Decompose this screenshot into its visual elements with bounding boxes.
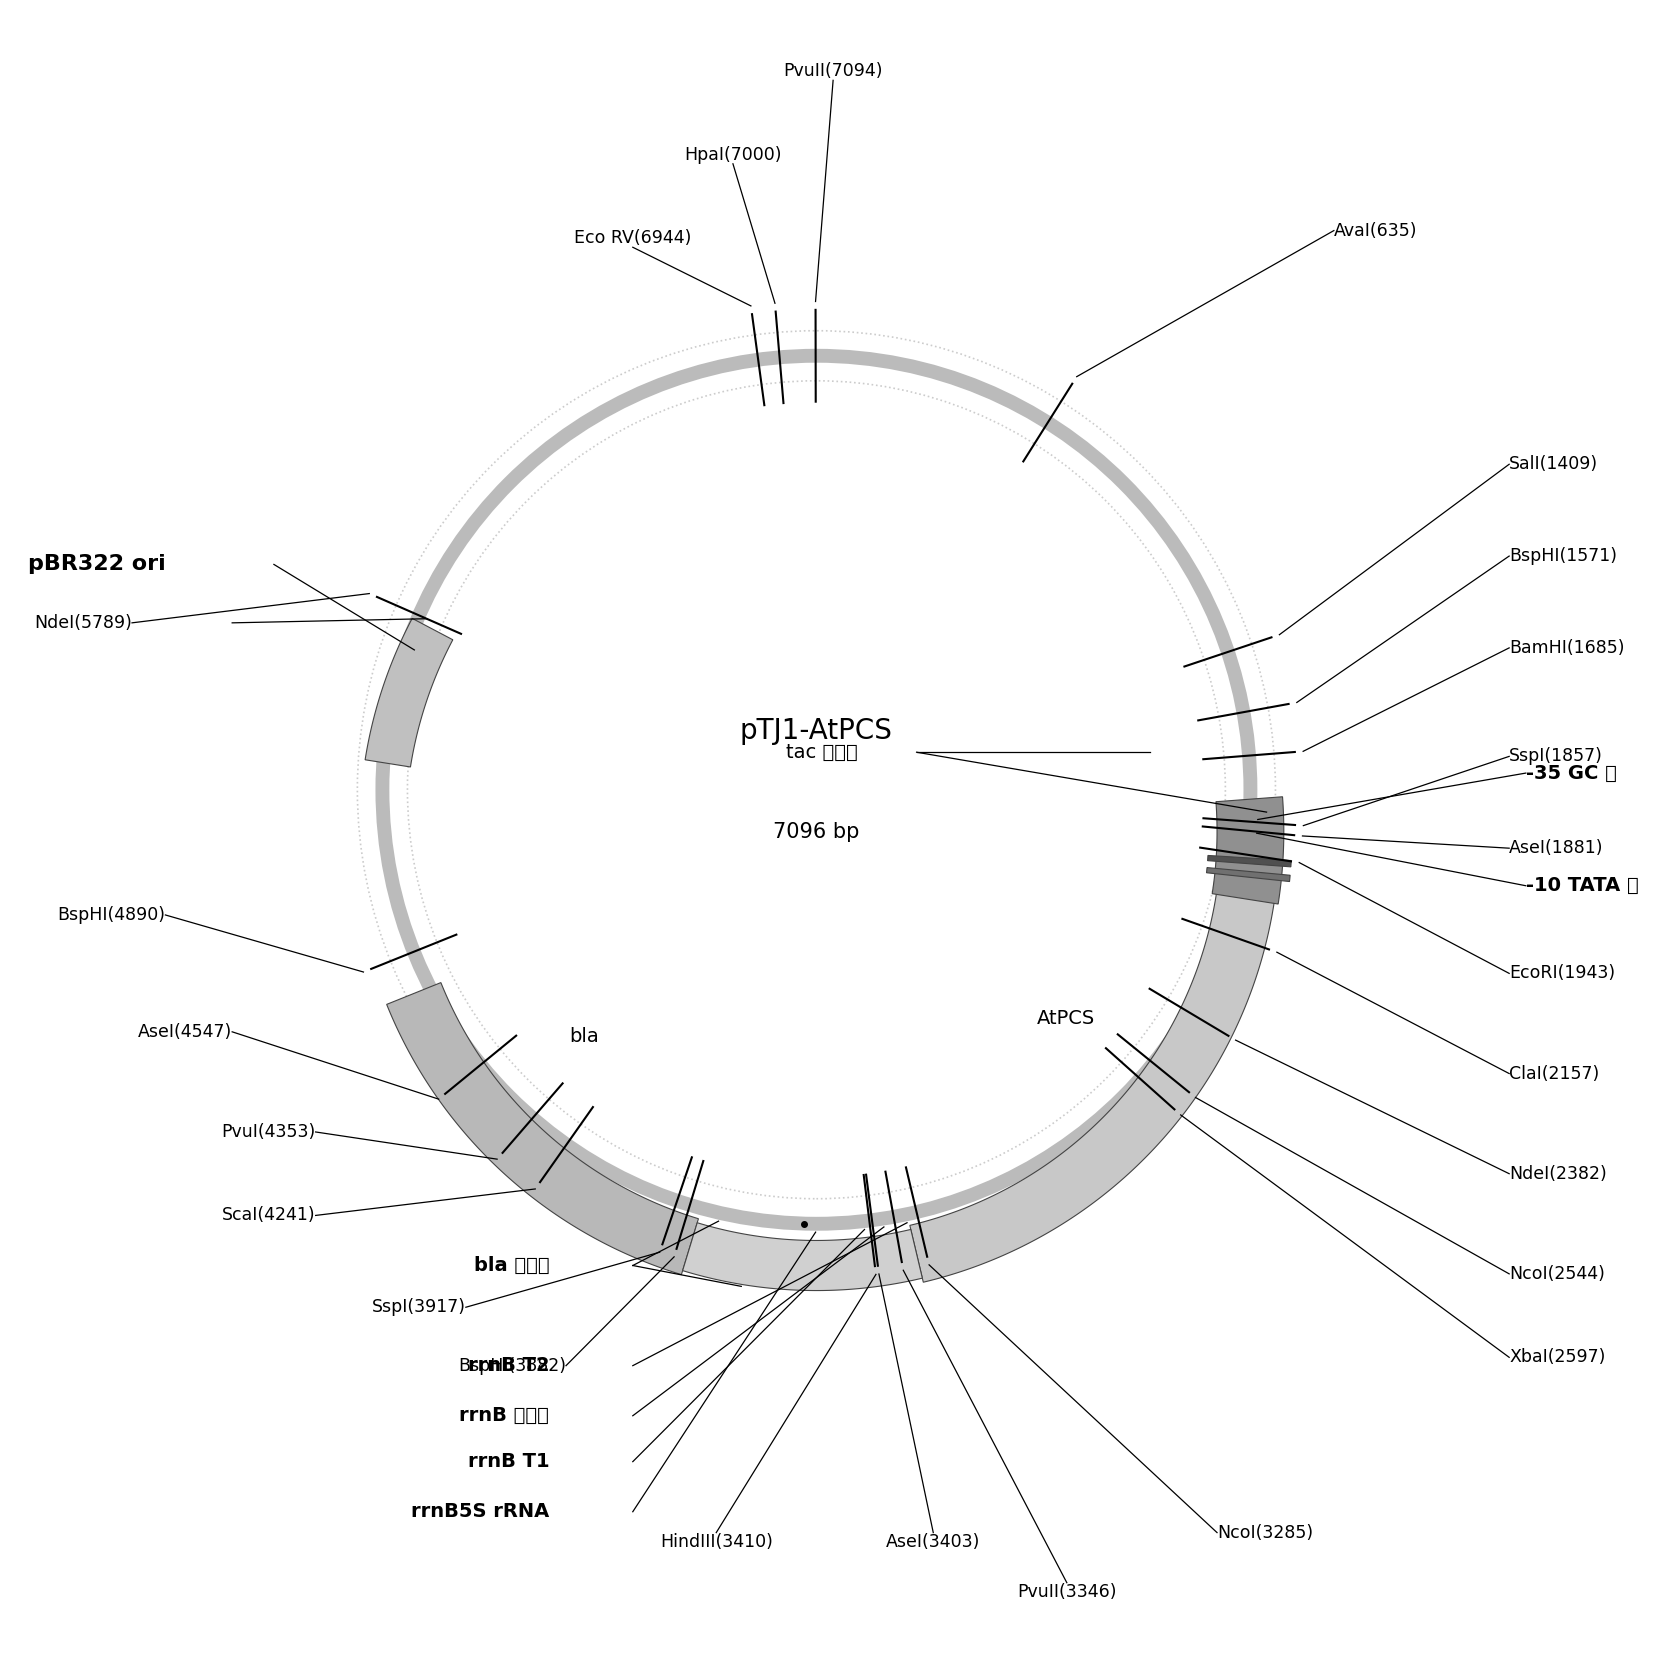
Text: HindIII(3410): HindIII(3410) bbox=[660, 1533, 773, 1550]
Text: AvaI(635): AvaI(635) bbox=[1334, 221, 1417, 239]
Text: rrnB T2: rrnB T2 bbox=[468, 1355, 549, 1375]
Text: bla 启动子: bla 启动子 bbox=[473, 1256, 549, 1276]
Text: HpaI(7000): HpaI(7000) bbox=[684, 146, 781, 163]
Text: rrnB T1: rrnB T1 bbox=[468, 1452, 549, 1472]
Polygon shape bbox=[682, 1222, 922, 1290]
Text: BspHI(4890): BspHI(4890) bbox=[58, 906, 166, 925]
Text: tac 启动子: tac 启动子 bbox=[786, 743, 859, 762]
Polygon shape bbox=[910, 891, 1274, 1282]
Text: NdeI(5789): NdeI(5789) bbox=[35, 614, 132, 632]
Text: SspI(1857): SspI(1857) bbox=[1509, 747, 1604, 765]
Text: PvuI(4353): PvuI(4353) bbox=[222, 1123, 316, 1141]
Text: NcoI(2544): NcoI(2544) bbox=[1509, 1266, 1605, 1282]
Text: AseI(1881): AseI(1881) bbox=[1509, 840, 1604, 856]
Text: pBR322 ori: pBR322 ori bbox=[28, 554, 166, 574]
Polygon shape bbox=[387, 983, 698, 1274]
Text: -10 TATA 盒: -10 TATA 盒 bbox=[1526, 876, 1638, 895]
Polygon shape bbox=[1208, 855, 1291, 866]
Text: PvuII(3346): PvuII(3346) bbox=[1018, 1583, 1117, 1601]
Text: rrnB 操纵子: rrnB 操纵子 bbox=[460, 1407, 549, 1425]
Text: PvuII(7094): PvuII(7094) bbox=[783, 62, 882, 80]
Text: EcoRI(1943): EcoRI(1943) bbox=[1509, 965, 1615, 983]
Text: XbaI(2597): XbaI(2597) bbox=[1509, 1349, 1605, 1367]
Text: AseI(3403): AseI(3403) bbox=[885, 1533, 980, 1550]
Text: AtPCS: AtPCS bbox=[1036, 1009, 1094, 1028]
Polygon shape bbox=[1206, 868, 1291, 881]
Text: NcoI(3285): NcoI(3285) bbox=[1216, 1523, 1312, 1542]
Text: -35 GC 盒: -35 GC 盒 bbox=[1526, 763, 1617, 783]
Text: pTJ1-AtPCS: pTJ1-AtPCS bbox=[740, 717, 892, 745]
Text: bla: bla bbox=[569, 1028, 599, 1046]
Text: SalI(1409): SalI(1409) bbox=[1509, 456, 1599, 474]
Text: BspHI(3882): BspHI(3882) bbox=[458, 1357, 566, 1375]
Text: BspHI(1571): BspHI(1571) bbox=[1509, 547, 1617, 565]
Text: 7096 bp: 7096 bp bbox=[773, 822, 859, 841]
Polygon shape bbox=[366, 619, 453, 767]
Text: ClaI(2157): ClaI(2157) bbox=[1509, 1064, 1599, 1083]
Polygon shape bbox=[1211, 797, 1284, 905]
Text: NdeI(2382): NdeI(2382) bbox=[1509, 1164, 1607, 1182]
Text: BamHI(1685): BamHI(1685) bbox=[1509, 639, 1625, 657]
Text: AseI(4547): AseI(4547) bbox=[137, 1023, 232, 1041]
Text: ScaI(4241): ScaI(4241) bbox=[222, 1206, 316, 1224]
Text: SspI(3917): SspI(3917) bbox=[372, 1299, 465, 1315]
Text: rrnB5S rRNA: rrnB5S rRNA bbox=[410, 1502, 549, 1522]
Text: Eco RV(6944): Eco RV(6944) bbox=[574, 229, 692, 248]
